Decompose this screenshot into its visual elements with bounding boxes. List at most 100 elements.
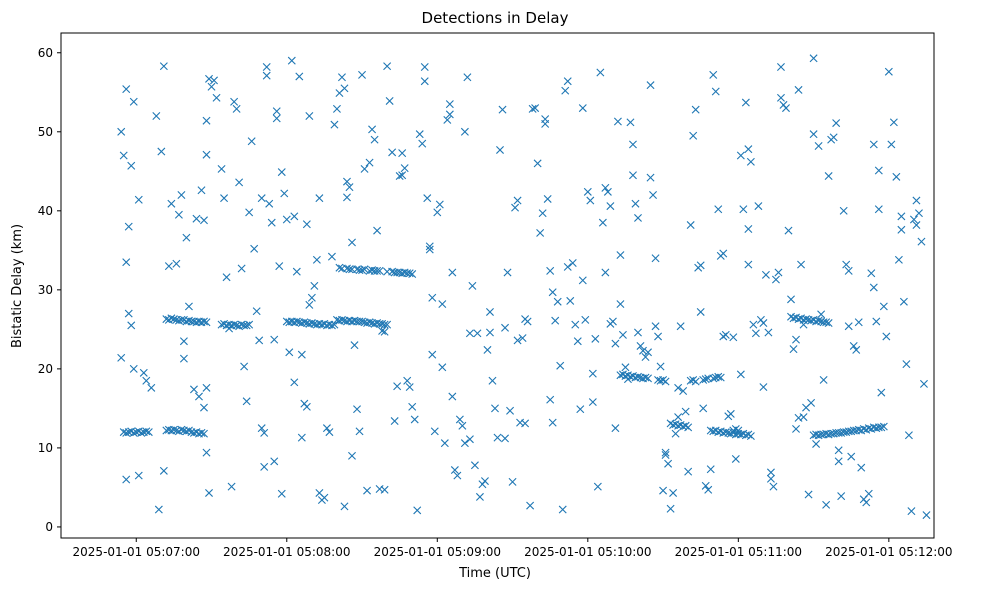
data-point xyxy=(501,434,510,443)
data-point xyxy=(167,199,176,208)
data-point xyxy=(310,281,319,290)
data-point xyxy=(701,481,710,490)
data-point xyxy=(142,376,151,385)
data-point xyxy=(488,376,497,385)
data-point xyxy=(177,425,186,434)
data-point xyxy=(809,54,818,63)
data-point xyxy=(558,505,567,514)
data-point xyxy=(448,392,457,401)
data-point xyxy=(714,372,723,381)
data-point xyxy=(749,320,758,329)
data-point xyxy=(872,317,881,326)
data-point xyxy=(874,205,883,214)
data-point xyxy=(315,194,324,203)
data-point xyxy=(202,318,211,327)
data-point xyxy=(754,202,763,211)
data-point xyxy=(230,97,239,106)
data-point xyxy=(473,329,482,338)
data-point xyxy=(192,214,201,223)
data-point xyxy=(548,288,557,297)
data-point xyxy=(418,139,427,148)
data-point xyxy=(518,334,527,343)
data-point xyxy=(538,209,547,218)
data-point xyxy=(395,172,404,181)
data-point xyxy=(621,363,630,372)
data-point xyxy=(197,428,206,437)
data-point xyxy=(616,251,625,260)
data-point xyxy=(398,171,407,180)
data-point xyxy=(172,259,181,268)
data-point xyxy=(280,189,289,198)
data-point xyxy=(508,477,517,486)
data-point xyxy=(410,415,419,424)
data-point xyxy=(393,382,402,391)
data-point xyxy=(337,73,346,82)
data-point xyxy=(305,300,314,309)
data-point xyxy=(242,397,251,406)
data-point xyxy=(177,191,186,199)
data-point xyxy=(792,424,801,433)
data-point xyxy=(611,424,620,433)
data-point xyxy=(814,316,823,325)
data-point xyxy=(909,215,918,224)
data-point xyxy=(546,395,555,404)
data-point xyxy=(832,119,841,128)
data-point xyxy=(122,258,131,267)
data-point xyxy=(769,482,778,491)
data-point xyxy=(292,317,301,326)
data-point xyxy=(646,81,655,90)
data-point xyxy=(297,433,306,442)
data-point xyxy=(581,315,590,324)
data-point xyxy=(270,457,279,466)
data-point xyxy=(686,221,695,230)
data-point xyxy=(887,140,896,149)
data-point xyxy=(455,415,464,424)
data-point xyxy=(365,158,374,167)
y-tick-label: 60 xyxy=(38,46,53,60)
data-point xyxy=(771,275,780,284)
data-point xyxy=(511,203,520,212)
data-point xyxy=(380,485,389,494)
data-point xyxy=(405,383,414,392)
data-point xyxy=(423,194,432,203)
data-point xyxy=(485,307,494,316)
data-point xyxy=(691,105,700,114)
data-point xyxy=(628,171,637,180)
data-point xyxy=(348,451,356,460)
data-point xyxy=(711,87,720,96)
data-point xyxy=(616,300,625,309)
data-point xyxy=(761,270,770,279)
data-point xyxy=(721,330,730,339)
data-point xyxy=(134,471,143,480)
data-point xyxy=(445,110,454,119)
data-point xyxy=(819,375,828,384)
data-point xyxy=(435,200,444,209)
data-point xyxy=(460,127,469,136)
data-point xyxy=(430,427,439,436)
data-point xyxy=(491,404,499,413)
data-point xyxy=(438,363,447,372)
data-point xyxy=(493,433,502,442)
data-point xyxy=(892,172,901,181)
data-point xyxy=(237,264,246,273)
data-point xyxy=(591,334,600,343)
data-point xyxy=(521,419,530,428)
y-tick-label: 10 xyxy=(38,441,53,455)
data-point xyxy=(200,403,208,412)
data-point xyxy=(378,326,387,335)
data-point xyxy=(639,346,647,355)
data-point xyxy=(759,319,768,328)
data-point xyxy=(358,70,367,79)
data-point xyxy=(230,320,239,329)
data-point xyxy=(608,317,617,326)
y-tick-label: 0 xyxy=(45,520,53,534)
data-point xyxy=(250,244,259,253)
data-point xyxy=(345,183,354,192)
data-point xyxy=(388,148,397,157)
data-point xyxy=(200,317,208,326)
data-point xyxy=(142,427,151,436)
data-point xyxy=(553,297,562,306)
data-point xyxy=(428,293,437,302)
data-point xyxy=(415,130,424,139)
